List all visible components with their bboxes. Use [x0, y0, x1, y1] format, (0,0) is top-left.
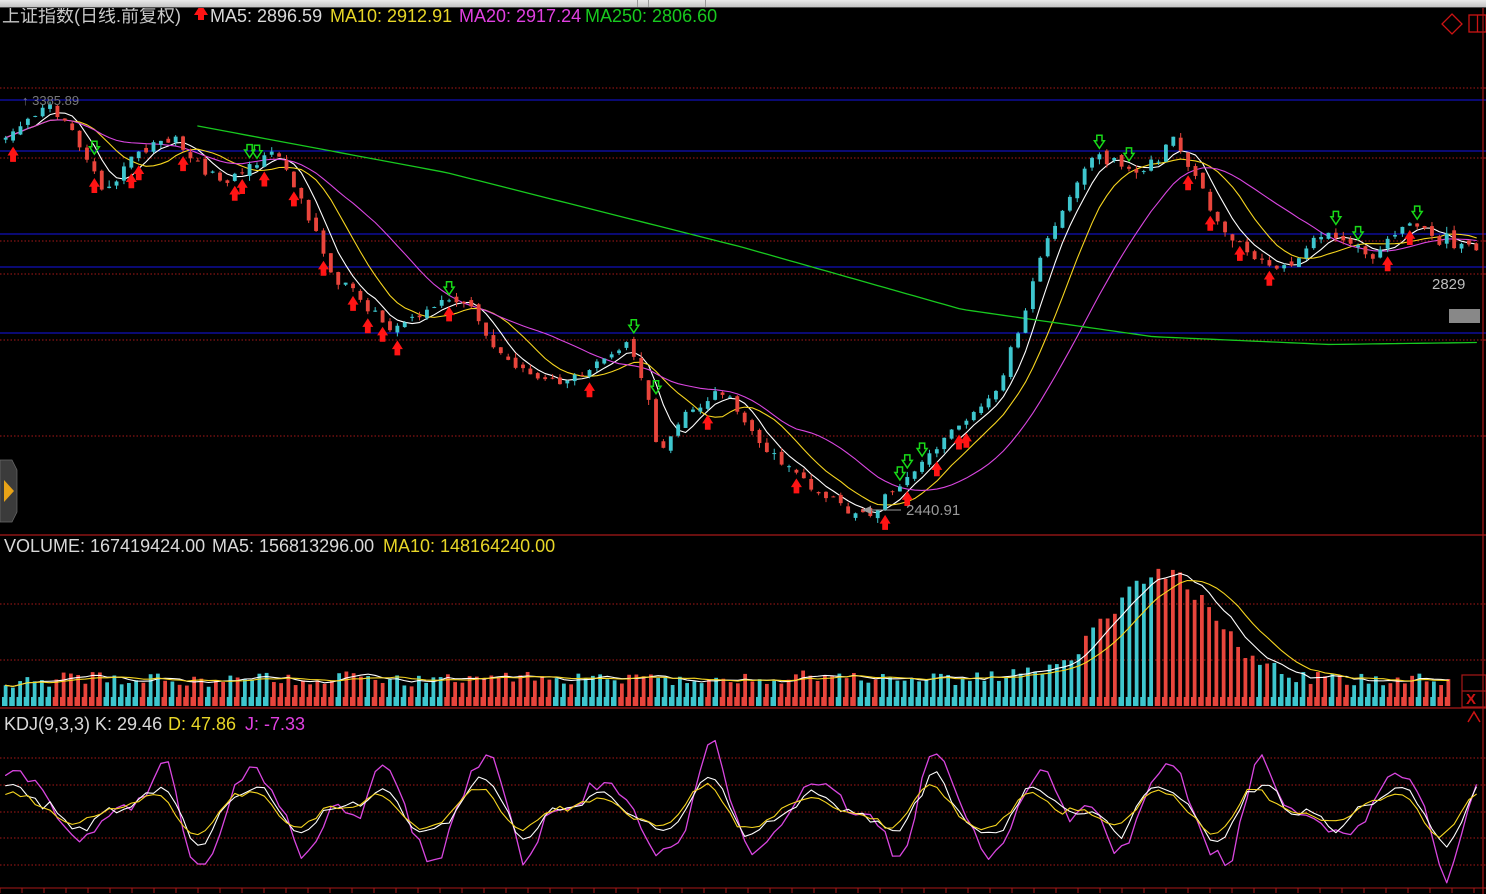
svg-text:J: -7.33: J: -7.33: [245, 714, 305, 734]
svg-text:MA5: 2896.59: MA5: 2896.59: [210, 6, 322, 26]
svg-text:MA5: 156813296.00: MA5: 156813296.00: [212, 536, 374, 556]
svg-text:MA250: 2806.60: MA250: 2806.60: [585, 6, 717, 26]
svg-text:上证指数(日线.前复权): 上证指数(日线.前复权): [2, 6, 181, 26]
svg-text:2829: 2829: [1432, 276, 1465, 293]
svg-text:D: 47.86: D: 47.86: [168, 714, 236, 734]
svg-text:↑ 3385.89: ↑ 3385.89: [22, 93, 79, 108]
svg-text:X: X: [1466, 691, 1476, 708]
svg-text:KDJ(9,3,3) K: 29.46: KDJ(9,3,3) K: 29.46: [4, 714, 162, 734]
svg-text:VOLUME: 167419424.00: VOLUME: 167419424.00: [4, 536, 205, 556]
svg-text:MA10: 2912.91: MA10: 2912.91: [330, 6, 452, 26]
svg-text:MA10: 148164240.00: MA10: 148164240.00: [383, 536, 555, 556]
svg-text:2440.91: 2440.91: [906, 502, 960, 519]
svg-text:MA20: 2917.24: MA20: 2917.24: [459, 6, 581, 26]
